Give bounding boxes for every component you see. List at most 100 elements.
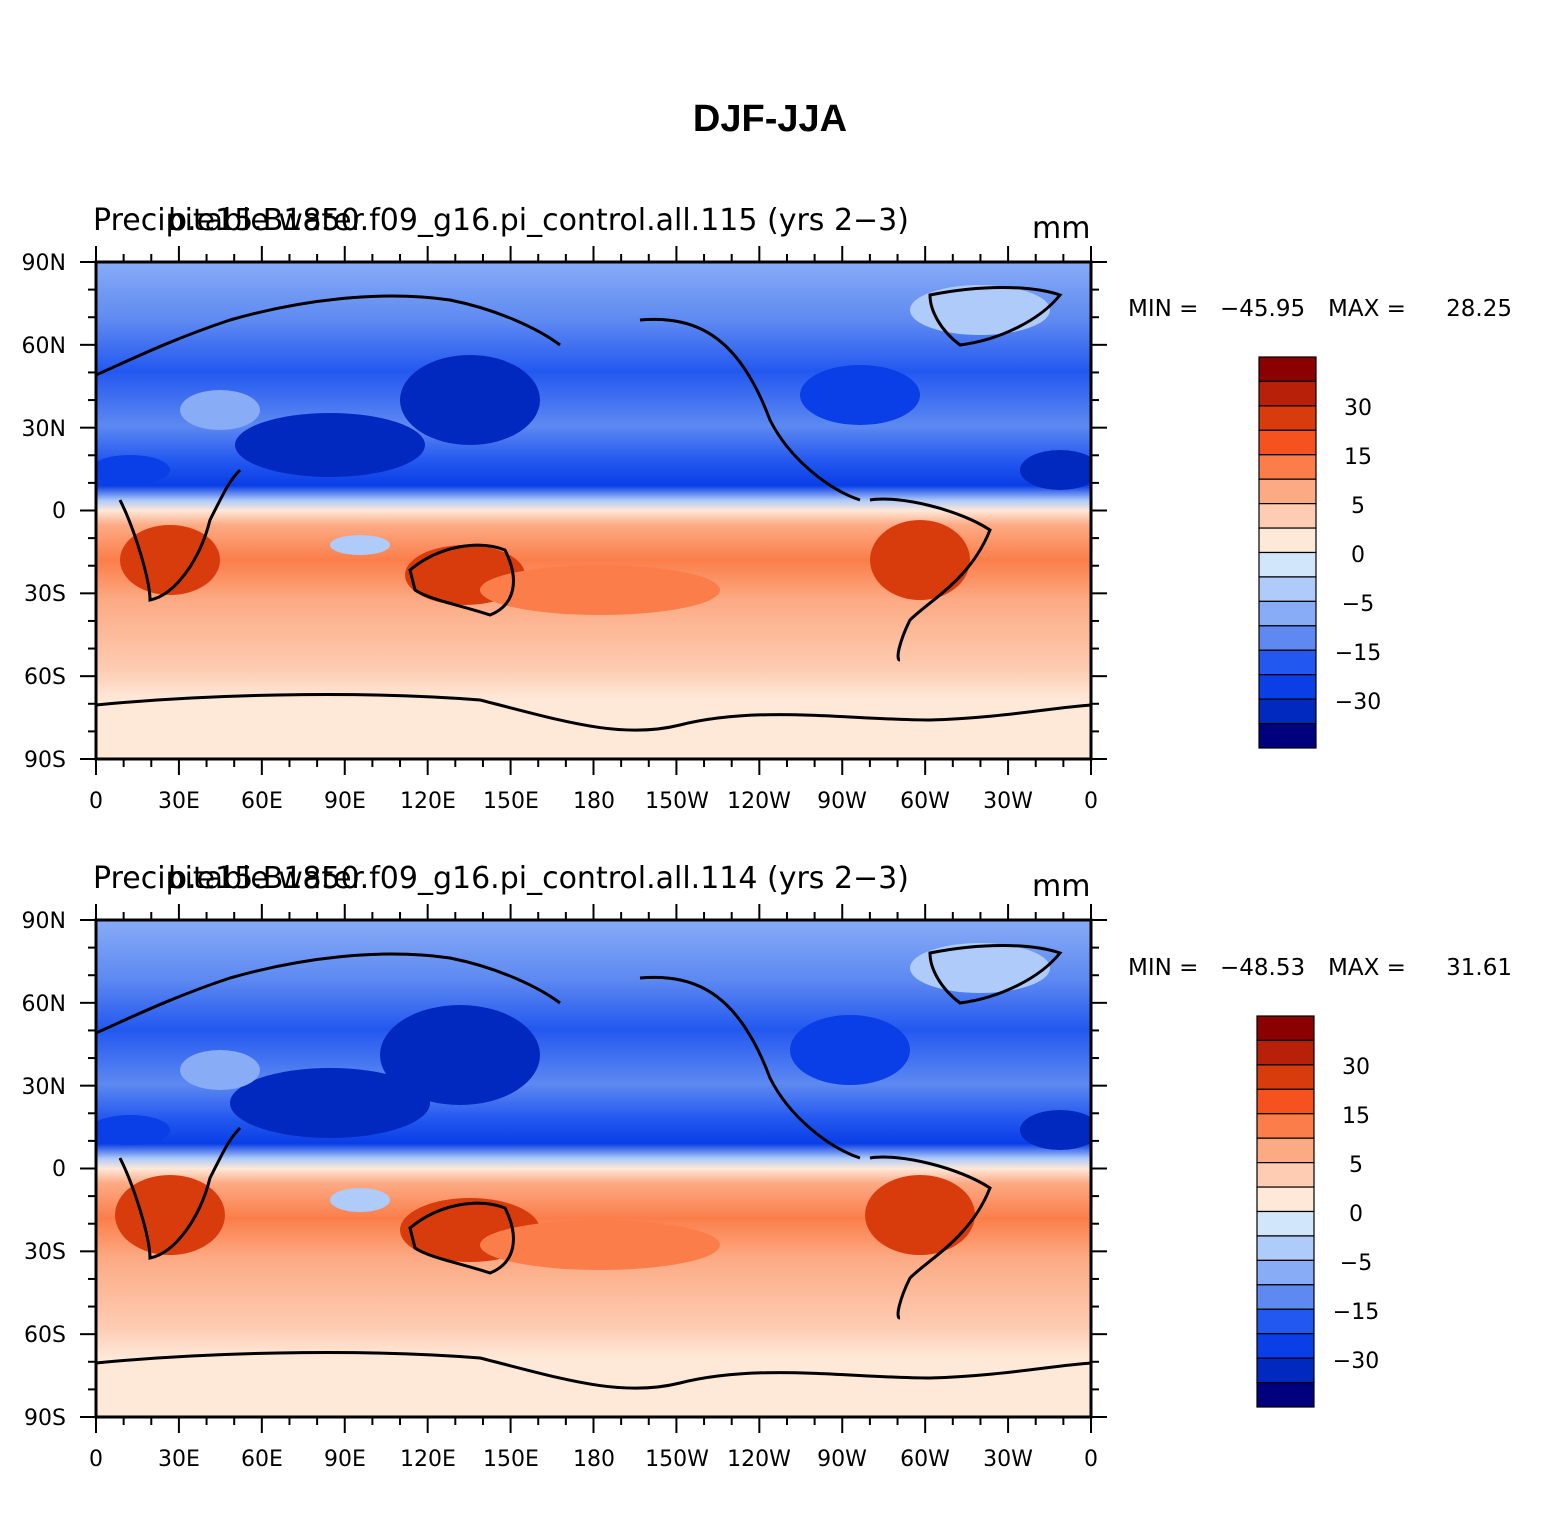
lon-label: 120E — [400, 1447, 456, 1472]
colorbar-swatch — [1256, 1137, 1315, 1164]
colorbar-swatch — [1256, 1333, 1315, 1359]
colorbar-labels: 30 15 5 0 −5 −15 −30 — [1333, 1055, 1379, 1374]
lon-label: 30W — [983, 789, 1033, 814]
lon-label: 150W — [645, 789, 709, 814]
colorbar-label: −15 — [1333, 1300, 1379, 1325]
lon-label: 90E — [324, 1447, 366, 1472]
map-field — [96, 262, 1091, 759]
lon-label: 30W — [983, 1447, 1033, 1472]
lon-label: 180 — [573, 789, 615, 814]
lon-label: 120W — [727, 789, 791, 814]
min-value: −48.53 — [1220, 955, 1305, 981]
panel-units: mm — [1032, 211, 1090, 246]
lat-label: 0 — [52, 499, 66, 524]
colorbar-label: 0 — [1351, 543, 1365, 568]
colorbar-swatch — [1258, 600, 1317, 627]
colorbar-swatch — [1256, 1357, 1315, 1384]
colorbar-label: 15 — [1342, 1104, 1370, 1129]
coastlines — [96, 944, 1091, 1390]
colorbar — [1258, 356, 1317, 749]
panel-left-title: Precipitable water — [93, 861, 365, 896]
colorbar-swatch — [1258, 478, 1317, 505]
lat-label: 30S — [24, 1240, 66, 1265]
map-panel-2: Precipitable water b.e15.B1850.f09_g16.p… — [22, 861, 1512, 1472]
lon-label: 60W — [900, 1447, 950, 1472]
lat-axis-labels: 90N 60N 30N 0 30S 60S 90S — [22, 251, 66, 773]
map-field — [96, 920, 1091, 1417]
figure-title: DJF-JJA — [693, 98, 847, 140]
colorbar-swatch — [1256, 1015, 1315, 1042]
panel-center-title: b.e15.B1850.f09_g16.pi_control.all.114 (… — [168, 861, 909, 896]
map-ticks — [80, 904, 1107, 1433]
colorbar-swatch — [1258, 454, 1317, 480]
colorbar-swatch — [1258, 405, 1317, 431]
max-label: MAX = — [1328, 955, 1406, 981]
min-value: −45.95 — [1220, 296, 1305, 322]
colorbar-label: −5 — [1340, 1251, 1372, 1276]
lon-label: 60E — [241, 789, 283, 814]
lon-label: 30E — [158, 789, 200, 814]
min-label: MIN = — [1128, 955, 1198, 981]
colorbar-label: −30 — [1335, 690, 1381, 715]
colorbar-label: 15 — [1344, 445, 1372, 470]
min-label: MIN = — [1128, 296, 1198, 322]
lon-label: 0 — [1084, 1447, 1098, 1472]
lon-label: 30E — [158, 1447, 200, 1472]
lat-label: 90S — [24, 748, 66, 773]
colorbar-swatch — [1258, 551, 1317, 578]
colorbar-swatch — [1256, 1381, 1315, 1408]
colorbar-swatch — [1256, 1039, 1315, 1066]
colorbar-swatch — [1258, 356, 1317, 383]
colorbar — [1256, 1015, 1315, 1408]
lon-label: 0 — [89, 1447, 103, 1472]
lat-label: 30S — [24, 582, 66, 607]
colorbar-label: −5 — [1342, 592, 1374, 617]
colorbar-label: −30 — [1333, 1349, 1379, 1374]
colorbar-label: 5 — [1351, 494, 1365, 519]
colorbar-swatch — [1256, 1210, 1315, 1237]
panel-left-title: Precipitable water — [93, 203, 365, 238]
lon-label: 60W — [900, 789, 950, 814]
colorbar-swatch — [1256, 1113, 1315, 1139]
lat-label: 90N — [22, 909, 66, 934]
lon-label: 90W — [817, 1447, 867, 1472]
lon-label: 90E — [324, 789, 366, 814]
min-max-readout: MIN = −45.95 MAX = 28.25 — [1128, 296, 1512, 322]
lon-label: 150E — [483, 789, 539, 814]
lat-label: 30N — [22, 417, 66, 442]
lon-label: 120W — [727, 1447, 791, 1472]
colorbar-swatch — [1258, 649, 1317, 676]
colorbar-swatch — [1258, 380, 1317, 407]
colorbar-swatch — [1256, 1186, 1315, 1213]
colorbar-swatch — [1256, 1308, 1315, 1335]
colorbar-swatch — [1256, 1284, 1315, 1310]
colorbar-swatch — [1258, 722, 1317, 749]
lat-label: 60S — [24, 1323, 66, 1348]
coastlines — [96, 286, 1091, 732]
colorbar-swatch — [1256, 1235, 1315, 1261]
lon-label: 120E — [400, 789, 456, 814]
max-value: 28.25 — [1446, 296, 1512, 322]
colorbar-swatch — [1256, 1162, 1315, 1188]
colorbar-labels: 30 15 5 0 −5 −15 −30 — [1335, 396, 1381, 715]
lon-label: 0 — [89, 789, 103, 814]
colorbar-label: 30 — [1342, 1055, 1370, 1080]
min-max-readout: MIN = −48.53 MAX = 31.61 — [1128, 955, 1512, 981]
lon-label: 0 — [1084, 789, 1098, 814]
lon-label: 60E — [241, 1447, 283, 1472]
panel-center-title: b.e15.B1850.f09_g16.pi_control.all.115 (… — [168, 203, 909, 238]
lon-label: 150E — [483, 1447, 539, 1472]
max-label: MAX = — [1328, 296, 1406, 322]
colorbar-label: 5 — [1349, 1153, 1363, 1178]
colorbar-label: 30 — [1344, 396, 1372, 421]
lon-label: 180 — [573, 1447, 615, 1472]
lat-label: 60N — [22, 334, 66, 359]
colorbar-swatch — [1256, 1088, 1315, 1115]
lon-label: 150W — [645, 1447, 709, 1472]
map-panel-1: Precipitable water b.e15.B1850.f09_g16.p… — [22, 203, 1512, 814]
colorbar-swatch — [1258, 698, 1317, 725]
colorbar-label: 0 — [1349, 1202, 1363, 1227]
colorbar-swatch — [1256, 1064, 1315, 1090]
colorbar-swatch — [1258, 576, 1317, 602]
lat-label: 0 — [52, 1157, 66, 1182]
